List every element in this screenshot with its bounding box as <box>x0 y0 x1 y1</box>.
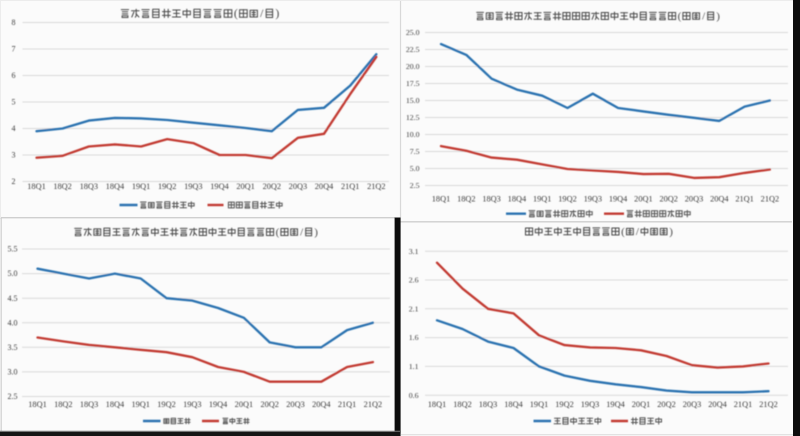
svg-text:18Q2: 18Q2 <box>54 400 72 409</box>
svg-text:20Q1: 20Q1 <box>235 400 253 409</box>
svg-text:21Q1: 21Q1 <box>338 400 356 409</box>
svg-text:20Q2: 20Q2 <box>659 195 677 204</box>
svg-text:19Q1: 19Q1 <box>533 195 551 204</box>
svg-text:5.5: 5.5 <box>8 245 18 254</box>
svg-text:0.6: 0.6 <box>409 391 419 400</box>
svg-text:2.5: 2.5 <box>410 181 420 190</box>
svg-text:18Q2: 18Q2 <box>457 195 475 204</box>
svg-text:20Q2: 20Q2 <box>263 182 281 191</box>
svg-text:(: ( <box>276 227 280 239</box>
svg-text:): ) <box>716 11 720 23</box>
svg-text:(: ( <box>621 226 625 238</box>
svg-text:18Q4: 18Q4 <box>504 400 523 409</box>
svg-text:19Q1: 19Q1 <box>131 400 149 409</box>
svg-text:20Q4: 20Q4 <box>708 400 727 409</box>
svg-text:3.0: 3.0 <box>8 368 18 377</box>
svg-text:21Q1: 21Q1 <box>735 195 753 204</box>
svg-text:12.5: 12.5 <box>406 113 420 122</box>
svg-text:7: 7 <box>12 45 16 54</box>
svg-text:15.0: 15.0 <box>406 96 420 105</box>
svg-text:2: 2 <box>12 177 16 186</box>
svg-text:19Q4: 19Q4 <box>609 195 628 204</box>
svg-text:1.1: 1.1 <box>409 362 419 371</box>
svg-text:18Q3: 18Q3 <box>479 400 497 409</box>
svg-text:4: 4 <box>12 124 16 133</box>
svg-text:18Q2: 18Q2 <box>453 400 471 409</box>
svg-text:18Q1: 18Q1 <box>28 400 46 409</box>
svg-text:25.0: 25.0 <box>406 28 420 37</box>
svg-text:3: 3 <box>12 151 16 160</box>
svg-text:/: / <box>702 11 706 23</box>
svg-text:5.0: 5.0 <box>8 269 18 278</box>
svg-text:20Q2: 20Q2 <box>260 400 278 409</box>
svg-text:22.5: 22.5 <box>406 45 420 54</box>
svg-text:4.5: 4.5 <box>8 294 18 303</box>
svg-text:19Q3: 19Q3 <box>184 182 202 191</box>
svg-text:18Q1: 18Q1 <box>27 182 45 191</box>
svg-text:19Q3: 19Q3 <box>183 400 201 409</box>
svg-text:20Q1: 20Q1 <box>236 182 254 191</box>
svg-text:17.5: 17.5 <box>406 79 420 88</box>
svg-text:/: / <box>636 226 640 238</box>
svg-text:20Q4: 20Q4 <box>710 195 729 204</box>
svg-text:21Q2: 21Q2 <box>761 195 779 204</box>
svg-text:20Q3: 20Q3 <box>683 400 701 409</box>
svg-text:2.5: 2.5 <box>8 392 18 401</box>
svg-text:): ) <box>314 227 318 239</box>
svg-text:18Q3: 18Q3 <box>80 400 98 409</box>
svg-text:3.1: 3.1 <box>409 247 419 256</box>
svg-text:21Q1: 21Q1 <box>734 400 752 409</box>
svg-text:20Q3: 20Q3 <box>286 400 304 409</box>
svg-text:): ) <box>669 226 673 238</box>
svg-text:4.0: 4.0 <box>8 318 18 327</box>
svg-text:3.5: 3.5 <box>8 343 18 352</box>
svg-text:19Q1: 19Q1 <box>132 182 150 191</box>
svg-text:1.6: 1.6 <box>409 333 419 342</box>
svg-text:21Q2: 21Q2 <box>367 182 385 191</box>
svg-text:19Q4: 19Q4 <box>606 400 625 409</box>
svg-text:18Q2: 18Q2 <box>53 182 71 191</box>
svg-text:20Q3: 20Q3 <box>289 182 307 191</box>
svg-text:19Q4: 19Q4 <box>209 400 228 409</box>
svg-text:21Q1: 21Q1 <box>341 182 359 191</box>
svg-text:19Q2: 19Q2 <box>558 195 576 204</box>
svg-text:20Q2: 20Q2 <box>657 400 675 409</box>
svg-text:19Q3: 19Q3 <box>581 400 599 409</box>
svg-text:10.0: 10.0 <box>406 130 420 139</box>
svg-text:6: 6 <box>12 71 16 80</box>
svg-text:21Q2: 21Q2 <box>759 400 777 409</box>
svg-text:18Q4: 18Q4 <box>106 182 125 191</box>
svg-text:19Q1: 19Q1 <box>530 400 548 409</box>
svg-text:19Q3: 19Q3 <box>584 195 602 204</box>
svg-text:21Q2: 21Q2 <box>364 400 382 409</box>
svg-text:20Q4: 20Q4 <box>312 400 331 409</box>
svg-text:2.6: 2.6 <box>409 276 419 285</box>
svg-text:20.0: 20.0 <box>406 62 420 71</box>
svg-text:18Q1: 18Q1 <box>428 400 446 409</box>
svg-text:19Q2: 19Q2 <box>555 400 573 409</box>
svg-text:(: ( <box>678 11 682 23</box>
svg-text:18Q3: 18Q3 <box>80 182 98 191</box>
svg-text:18Q3: 18Q3 <box>482 195 500 204</box>
svg-text:8: 8 <box>12 18 16 27</box>
svg-text:19Q2: 19Q2 <box>157 400 175 409</box>
svg-text:20Q3: 20Q3 <box>685 195 703 204</box>
svg-text:18Q4: 18Q4 <box>106 400 125 409</box>
svg-text:20Q1: 20Q1 <box>634 195 652 204</box>
svg-text:20Q4: 20Q4 <box>315 182 334 191</box>
svg-text:18Q1: 18Q1 <box>432 195 450 204</box>
svg-text:19Q4: 19Q4 <box>210 182 229 191</box>
svg-text:18Q4: 18Q4 <box>508 195 527 204</box>
svg-text:5.0: 5.0 <box>410 164 420 173</box>
svg-text:20Q1: 20Q1 <box>632 400 650 409</box>
svg-text:19Q2: 19Q2 <box>158 182 176 191</box>
svg-text:7.5: 7.5 <box>410 147 420 156</box>
svg-text:(: ( <box>234 6 238 20</box>
svg-text:2.1: 2.1 <box>409 304 419 313</box>
svg-text:/: / <box>300 227 304 239</box>
svg-text:): ) <box>275 6 279 20</box>
svg-text:/: / <box>260 6 264 20</box>
svg-text:5: 5 <box>12 98 16 107</box>
